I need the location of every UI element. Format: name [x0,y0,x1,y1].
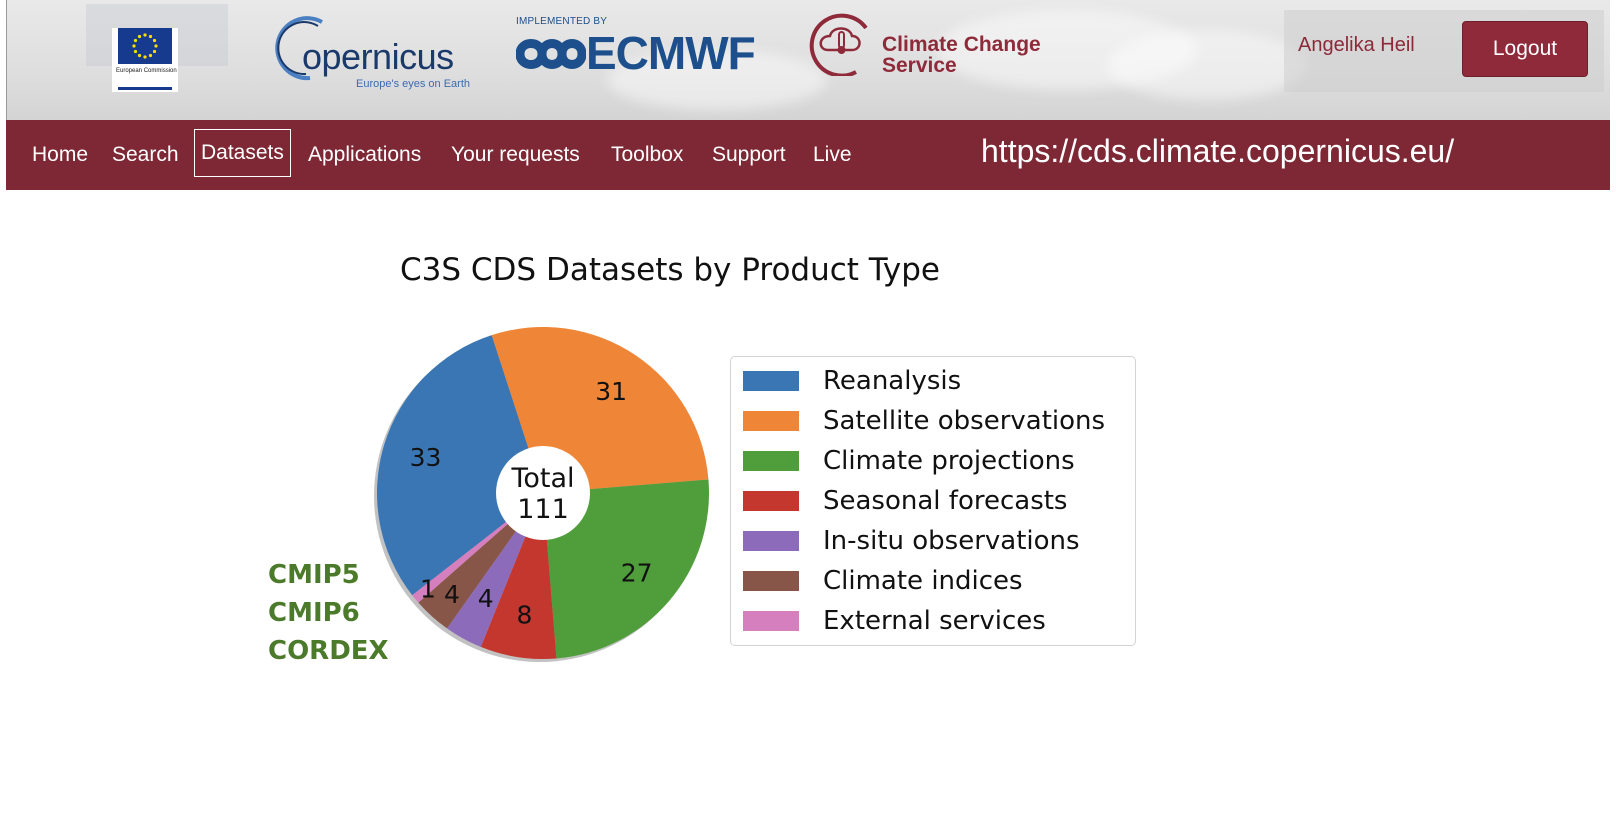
legend-swatch [743,491,799,511]
legend-label: External services [823,606,1046,636]
legend-label: In-situ observations [823,526,1080,556]
pie-center-label-count: 111 [517,494,569,525]
legend-swatch [743,371,799,391]
copernicus-logo[interactable]: opernicus Europe's eyes on Earth [270,12,480,90]
pie-value-label: 8 [517,600,533,629]
ecmwf-waves-icon [516,39,586,69]
legend-label: Seasonal forecasts [823,486,1068,516]
pie-center-label-total: Total [510,463,574,494]
pie-value-label: 4 [478,584,494,613]
climate-change-service-logo[interactable]: Climate Change Service [882,34,1041,76]
main-nav: Home Search Datasets Applications Your r… [6,120,1610,190]
pie-value-label: 4 [444,580,460,609]
nav-support[interactable]: Support [712,143,786,166]
ecmwf-implemented-by: IMPLEMENTED BY [516,16,608,27]
cmip-annotation: CMIP5 CMIP6 CORDEX [268,556,389,670]
legend-swatch [743,531,799,551]
thermometer-cloud-icon [809,13,868,76]
logout-button[interactable]: Logout [1462,21,1588,77]
legend-item: Satellite observations [743,406,1105,436]
legend-item: Climate projections [743,446,1075,476]
legend-item: In-situ observations [743,526,1080,556]
legend-item: External services [743,606,1046,636]
legend-label: Reanalysis [823,366,962,396]
ccs-line1: Climate Change [882,33,1041,56]
ccs-line2: Service [882,54,957,77]
eu-logo[interactable]: European Commission [112,28,178,92]
ecmwf-logo[interactable]: ECMWF [586,27,756,79]
legend-swatch [743,611,799,631]
legend-label: Climate projections [823,446,1075,476]
legend-swatch [743,411,799,431]
pie-value-label: 31 [595,377,627,406]
chart-title: C3S CDS Datasets by Product Type [400,252,940,288]
legend-item: Climate indices [743,566,1023,596]
nav-your-requests[interactable]: Your requests [451,143,580,166]
legend-item: Reanalysis [743,366,961,396]
copernicus-tagline: Europe's eyes on Earth [356,78,471,90]
legend-item: Seasonal forecasts [743,486,1067,516]
pie-center-hole [496,446,590,540]
pie-value-label: 33 [410,443,442,472]
annotation-cmip6: CMIP6 [268,598,360,628]
nav-toolbox[interactable]: Toolbox [611,143,684,166]
url-annotation: https://cds.climate.copernicus.eu/ [981,132,1455,169]
copernicus-c-icon [275,16,323,81]
pie-value-label: 1 [420,574,436,603]
nav-home[interactable]: Home [32,143,89,166]
pie-slice-climate-projections [543,479,709,659]
header-background [7,0,1610,120]
legend-label: Climate indices [823,566,1023,596]
nav-datasets[interactable]: Datasets [194,129,291,177]
nav-live[interactable]: Live [813,143,852,166]
pie-slice-reanalysis [377,335,543,596]
chart-legend: Reanalysis Satellite observations Climate … [730,356,1136,646]
eu-logo-bar [118,87,172,90]
nav-search[interactable]: Search [112,143,179,166]
pie-value-label: 27 [621,559,653,588]
legend-swatch [743,451,799,471]
user-name-link[interactable]: Angelika Heil [1298,34,1415,56]
legend-label: Satellite observations [823,406,1106,436]
eu-logo-text: European Commission [116,68,177,74]
annotation-cmip5: CMIP5 [268,560,360,590]
legend-swatch [743,571,799,591]
nav-applications[interactable]: Applications [308,143,422,166]
eu-flag-icon [118,28,172,64]
annotation-cordex: CORDEX [268,636,389,666]
copernicus-name: opernicus [302,36,454,77]
